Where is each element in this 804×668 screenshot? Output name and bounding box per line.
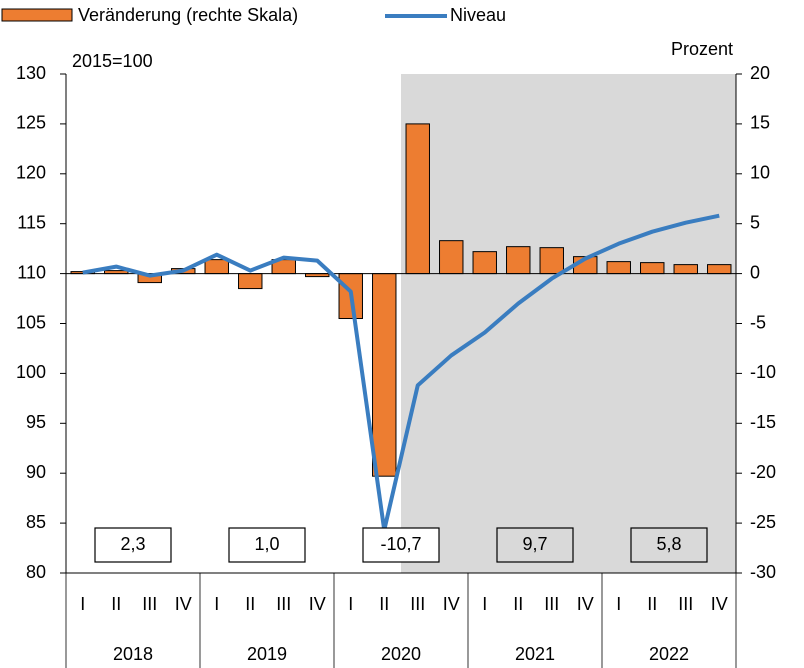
year-label: 2020 <box>381 644 421 664</box>
y-tick-label: 110 <box>17 262 46 282</box>
x-tick-label: III <box>410 594 425 614</box>
bar <box>238 273 263 290</box>
y2-tick-label: -5 <box>750 312 766 332</box>
year-label: 2022 <box>649 644 689 664</box>
y2-tick-label: 10 <box>750 163 770 183</box>
forecast-shading <box>401 74 736 573</box>
x-tick-label: II <box>647 594 657 614</box>
y2-tick-label: 15 <box>750 113 770 133</box>
x-tick-label: III <box>544 594 559 614</box>
annual-box <box>496 527 574 563</box>
y-tick-label: 95 <box>26 412 46 432</box>
y2-axis-label: Prozent <box>671 39 733 59</box>
bar <box>204 259 229 275</box>
x-tick-label: II <box>111 594 121 614</box>
annual-box <box>362 527 440 563</box>
y-axis-label: 2015=100 <box>72 51 153 71</box>
y-tick-label: 130 <box>16 63 46 83</box>
y-tick-label: 85 <box>26 512 46 532</box>
bar <box>673 264 698 275</box>
x-tick-label: III <box>276 594 291 614</box>
annual-box <box>94 527 172 563</box>
annual-value: 2,3 <box>120 534 145 554</box>
x-tick-label: IV <box>711 594 728 614</box>
bar <box>372 273 397 477</box>
y-tick-label: 120 <box>16 163 46 183</box>
year-label: 2019 <box>247 644 287 664</box>
y2-tick-label: -15 <box>750 412 776 432</box>
x-tick-label: I <box>214 594 219 614</box>
x-tick-label: II <box>379 594 389 614</box>
x-tick-label: IV <box>577 594 594 614</box>
legend-label: Niveau <box>450 5 506 25</box>
bar <box>707 264 732 275</box>
annual-value: -10,7 <box>380 534 421 554</box>
y2-tick-label: -20 <box>750 462 776 482</box>
y2-tick-label: 5 <box>750 212 760 232</box>
y2-tick-label: -25 <box>750 512 776 532</box>
annual-box <box>630 527 708 563</box>
y-tick-label: 90 <box>26 462 46 482</box>
y2-tick-label: -10 <box>750 362 776 382</box>
legend-label: Veränderung (rechte Skala) <box>78 5 298 25</box>
y-tick-label: 80 <box>26 562 46 582</box>
x-tick-label: I <box>80 594 85 614</box>
y-tick-label: 105 <box>16 312 46 332</box>
x-tick-label: II <box>513 594 523 614</box>
y2-tick-label: 20 <box>750 63 770 83</box>
x-tick-label: I <box>482 594 487 614</box>
line <box>82 213 720 533</box>
x-tick-label: III <box>142 594 157 614</box>
x-tick-label: IV <box>443 594 460 614</box>
bar <box>439 240 464 275</box>
bar <box>472 251 497 275</box>
bar <box>539 247 564 275</box>
x-tick-label: IV <box>309 594 326 614</box>
x-tick-label: IV <box>175 594 192 614</box>
bar <box>506 246 531 275</box>
y-tick-label: 100 <box>16 362 46 382</box>
bar <box>606 261 631 275</box>
y-tick-label: 125 <box>16 113 46 133</box>
annual-value: 5,8 <box>656 534 681 554</box>
bar <box>640 262 665 275</box>
annual-value: 1,0 <box>254 534 279 554</box>
x-tick-label: II <box>245 594 255 614</box>
bar <box>405 123 430 275</box>
y-tick-label: 115 <box>17 212 46 232</box>
x-tick-label: I <box>616 594 621 614</box>
year-label: 2021 <box>515 644 555 664</box>
y2-tick-label: 0 <box>750 262 760 282</box>
y2-tick-label: -30 <box>750 562 776 582</box>
annual-box <box>228 527 306 563</box>
year-label: 2018 <box>113 644 153 664</box>
x-tick-label: I <box>348 594 353 614</box>
legend-swatch <box>1 8 73 22</box>
annual-value: 9,7 <box>522 534 547 554</box>
x-tick-label: III <box>678 594 693 614</box>
